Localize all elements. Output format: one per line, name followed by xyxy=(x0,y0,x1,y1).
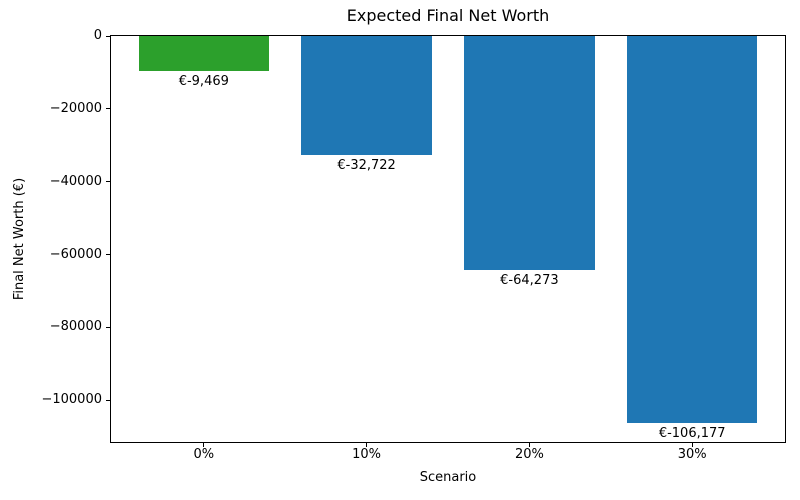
x-tick-mark xyxy=(203,443,205,447)
y-tick-mark xyxy=(106,326,110,328)
y-tick-label: 0 xyxy=(93,28,102,43)
y-tick-label: −60000 xyxy=(49,246,102,262)
bar xyxy=(464,36,595,271)
y-tick-mark xyxy=(106,254,110,255)
y-axis-label: Final Net Worth (€) xyxy=(12,177,27,301)
y-tick-label: −100000 xyxy=(41,392,102,408)
bar-value-label: €-32,722 xyxy=(337,158,396,174)
bar xyxy=(301,36,432,156)
plot-area: €-9,469 0% €-32,722 10% €-64,273 20% €-106,177… xyxy=(41,28,786,462)
bar-value-label: €-9,469 xyxy=(178,73,229,89)
x-tick-mark xyxy=(366,443,368,447)
x-tick-label: 20% xyxy=(514,447,544,462)
bar xyxy=(138,36,269,71)
y-tick-mark xyxy=(106,35,110,37)
y-tick-label: −40000 xyxy=(49,173,102,189)
x-tick-label: 0% xyxy=(193,447,215,462)
y-tick-label: −80000 xyxy=(49,319,102,335)
bar-value-label: €-106,177 xyxy=(658,425,726,441)
x-axis-label: Scenario xyxy=(419,470,477,485)
y-tick-mark xyxy=(106,399,110,401)
y-tick-mark xyxy=(106,181,110,183)
x-tick-label: 10% xyxy=(352,447,382,462)
y-tick-mark xyxy=(106,108,110,110)
chart-title: Expected Final Net Worth xyxy=(346,6,550,25)
x-tick-mark xyxy=(528,443,530,447)
x-tick-label: 30% xyxy=(677,447,707,462)
y-tick-label: −20000 xyxy=(49,100,102,116)
bar xyxy=(627,36,758,423)
x-tick-mark xyxy=(691,443,693,447)
bar-value-label: €-64,273 xyxy=(500,273,559,289)
